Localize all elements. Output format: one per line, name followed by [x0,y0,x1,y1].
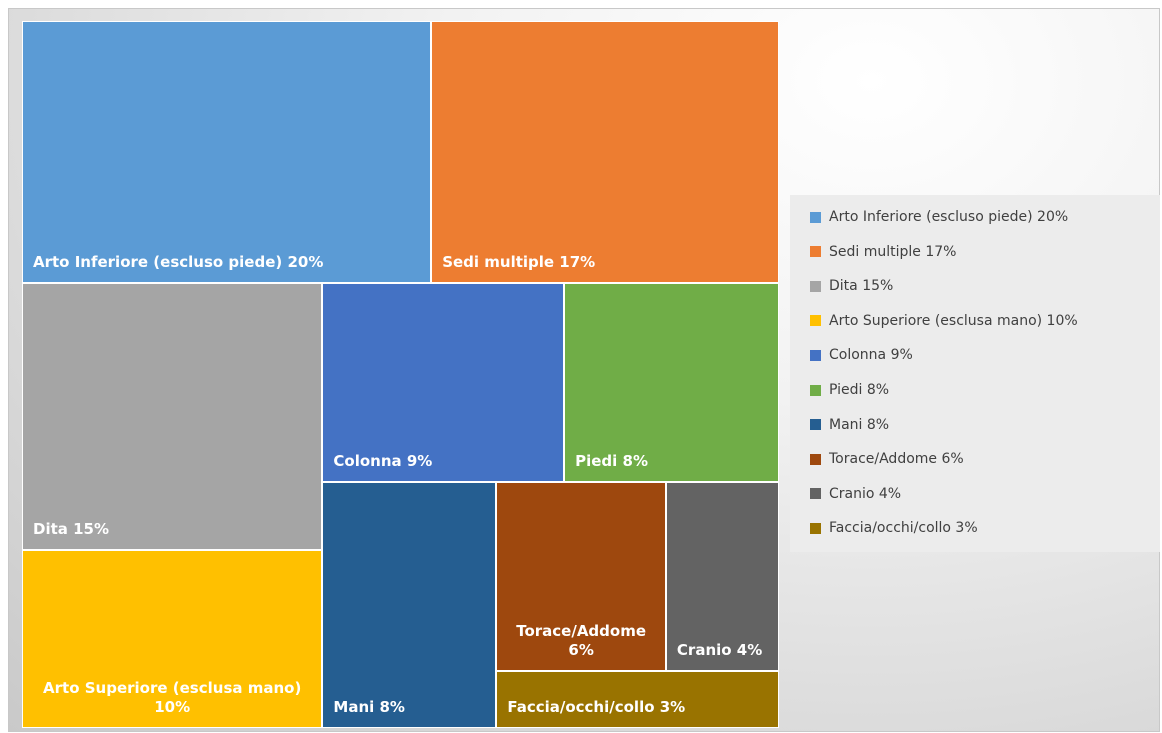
legend-item: Faccia/occhi/collo 3% [810,520,978,536]
treemap-cell: Torace/Addome 6% [496,481,666,672]
treemap-cell: Mani 8% [322,481,497,728]
cell-label: Mani 8% [333,697,405,716]
legend-label: Cranio 4% [829,485,902,502]
treemap-cell: Colonna 9% [322,282,565,482]
legend-label: Piedi 8% [829,382,890,398]
treemap-cell: Arto Superiore (esclusa mano) 10% [22,549,323,728]
legend-label: Dita 15% [829,278,894,295]
legend-swatch [810,315,821,327]
legend-swatch [810,211,821,223]
legend-item: Arto Inferiore (escluso piede) 20% [810,209,1068,225]
legend-swatch [810,384,821,396]
legend-swatch [810,522,821,534]
treemap-cell: Arto Inferiore (escluso piede) 20% [22,21,432,283]
treemap-cell: Cranio 4% [665,481,779,672]
legend-swatch [810,246,821,258]
legend-item: Arto Superiore (esclusa mano) 10% [810,313,1078,329]
legend-label: Faccia/occhi/collo 3% [829,520,978,537]
cell-label: Torace/Addome 6% [516,622,647,660]
legend-swatch [810,453,821,465]
legend-item: Dita 15% [810,278,893,294]
cell-label: Faccia/occhi/collo 3% [507,697,686,716]
legend-item: Sedi multiple 17% [810,244,956,260]
legend-item: Piedi 8% [810,382,889,398]
treemap-cell: Faccia/occhi/collo 3% [496,671,779,728]
legend-label: Colonna 9% [829,347,913,364]
legend-swatch [810,280,821,292]
legend-label: Arto Inferiore (escluso piede) 20% [829,209,1069,225]
legend: Arto Inferiore (escluso piede) 20% Sedi m… [790,195,1160,552]
cell-label: Colonna 9% [333,451,433,470]
cell-label: Cranio 4% [676,641,763,660]
legend-item: Torace/Addome 6% [810,451,964,467]
legend-swatch [810,488,821,500]
cell-label: Arto Inferiore (escluso piede) 20% [33,252,324,271]
legend-label: Mani 8% [829,416,890,433]
treemap-cell: Dita 15% [22,282,323,550]
cell-label: Arto Superiore (esclusa mano) 10% [43,678,302,716]
cell-label: Dita 15% [33,519,110,538]
legend-swatch [810,419,821,431]
legend-label: Sedi multiple 17% [829,243,957,260]
treemap-cell: Sedi multiple 17% [431,21,779,283]
legend-item: Colonna 9% [810,347,913,363]
legend-swatch [810,349,821,361]
treemap-cell: Piedi 8% [564,282,779,482]
legend-item: Cranio 4% [810,486,901,502]
legend-label: Arto Superiore (esclusa mano) 10% [829,312,1078,329]
cell-label: Sedi multiple 17% [442,252,596,271]
legend-label: Torace/Addome 6% [829,451,964,468]
legend-item: Mani 8% [810,417,889,433]
cell-label: Piedi 8% [575,451,649,470]
